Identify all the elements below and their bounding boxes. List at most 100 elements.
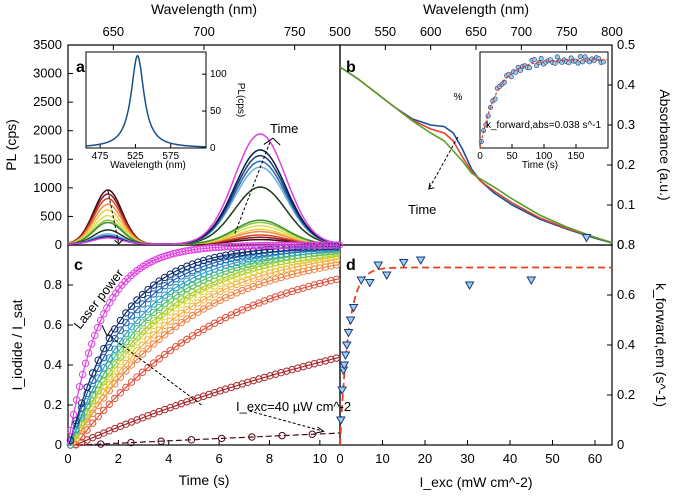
panel-c-point-P4 [172, 322, 180, 331]
panel-c-point-P10 [216, 257, 224, 265]
panel-c-point-P3 [83, 426, 91, 434]
panel-b-inset-fit [479, 59, 608, 149]
panel-c-point-P3 [332, 275, 341, 284]
panel-a-time-label: Time [270, 121, 298, 136]
panel-c-point-P9 [138, 310, 147, 319]
panel-c-point-P2 [266, 372, 274, 380]
panel-a-inset-ytick-label: 100 [210, 69, 227, 80]
panel-a-inset-xlabel: Wavelength (nm) [110, 160, 186, 171]
panel-a-inset-xtick-label: 575 [162, 151, 179, 162]
panel-a-ytick-label: 3000 [33, 66, 62, 81]
panel-c-point-P7 [188, 288, 197, 297]
panel-b-inset-point [538, 56, 544, 62]
panel-c-point-P5 [149, 331, 158, 339]
panel-c-point-P1 [308, 430, 316, 438]
panel-b-ytick-label: 0.5 [617, 37, 635, 52]
panel-c-point-P2 [282, 367, 291, 375]
panel-c-point-P4 [177, 318, 186, 327]
panel-a-dashed-arrow-left [107, 190, 120, 244]
panel-c-point-P3 [111, 394, 119, 403]
panel-d-fit-curve [339, 266, 612, 446]
panel-c-point-P1 [278, 431, 286, 440]
panel-c-point-P6 [177, 300, 186, 308]
panel-d-point [345, 316, 356, 326]
panel-c-point-P8 [233, 263, 241, 272]
panel-c-point-P5 [288, 264, 296, 272]
panel-a-inset-ytick-label: 50 [210, 106, 222, 117]
panel-d-ylabel: k_forward,em (s^-1) [653, 283, 669, 407]
panel-b-inset-point [577, 54, 583, 60]
panel-b-series-late [339, 66, 613, 244]
panel-c-point-P2 [332, 354, 341, 362]
panel-c-point-P3 [327, 276, 335, 285]
panel-c-point-P4 [138, 350, 147, 358]
panel-b-inset-point [600, 59, 606, 65]
panel-c-point-P9 [144, 305, 152, 313]
panel-c-dashed-arrow [107, 334, 202, 406]
panel-c-point-P10 [161, 282, 169, 290]
panel-b: 500 550 600 650 700 750 800 0 0.1 0.2 0.3 0.4 0.5 0 50… [329, 24, 635, 252]
panel-d-point [526, 276, 537, 286]
panel-d-point [364, 279, 375, 288]
panel-b-inset-point [566, 60, 572, 66]
panel-c-point-P11 [88, 369, 97, 377]
panel-c-point-P11 [166, 270, 174, 278]
panel-c-point-P2 [277, 368, 285, 377]
panel-b-top-xtick-label: 800 [601, 24, 623, 39]
panel-c-point-P7 [266, 260, 274, 268]
panel-c-xlabel: Time (s) [179, 472, 230, 488]
panel-c-point-P9 [127, 322, 136, 331]
panel-a: 650 700 7500500100015002000250030003500475… [33, 24, 341, 252]
panel-a-top-xlabel: Wavelength (nm) [151, 1, 257, 17]
panel-c-point-P12 [335, 241, 344, 249]
panel-c-point-P9 [166, 287, 174, 295]
panel-c-annotation: I_exc=40 µW cm^-2 [236, 399, 351, 414]
panel-c-point-P11 [249, 247, 258, 255]
panel-c-point-P1 [187, 436, 196, 444]
panel-c-point-P8 [155, 303, 163, 312]
panel-c-point-P12 [72, 396, 81, 404]
panel-d-point [464, 281, 475, 291]
panel-c-point-P8 [249, 259, 258, 267]
panel-c-laser-label: Laser power [71, 266, 127, 332]
panel-c-point-P10 [127, 312, 136, 320]
panel-c-annotation-arrowhead [315, 426, 325, 434]
panel-c-point-P6 [144, 326, 152, 335]
panel-c-point-P9 [122, 329, 130, 338]
panel-b-inset-point [554, 54, 560, 60]
panel-c-point-P6 [188, 293, 197, 302]
panel-b-inset-point [527, 65, 533, 71]
panel-c-point-P10 [172, 275, 180, 283]
panel-c-point-P9 [155, 295, 163, 304]
panel-c-point-P2 [288, 365, 296, 374]
panel-d-label: d [346, 257, 356, 274]
panel-c-point-P3 [183, 335, 191, 344]
panel-c-point-P10 [155, 285, 163, 294]
panel-a-top-xtick-label: 750 [284, 24, 306, 39]
panel-c-ytick-label: 0.2 [44, 397, 62, 412]
panel-c-point-P6 [166, 308, 174, 316]
panel-c-point-P3 [166, 346, 174, 355]
panel-d-point [398, 259, 409, 268]
panel-b-ytick-label: 0.3 [617, 117, 635, 132]
panel-c-point-P6 [149, 321, 158, 330]
panel-c-point-P11 [116, 316, 125, 325]
panel-c-point-P12 [100, 310, 108, 318]
panel-b-label: b [346, 59, 356, 76]
panel-c-point-P8 [183, 284, 191, 293]
panel-c-point-P5 [177, 309, 186, 317]
panel-c-point-P4 [161, 331, 169, 339]
panel-c-point-P4 [316, 264, 324, 272]
panel-b-ytick-label: 0.2 [617, 157, 635, 172]
panel-c-point-P7 [244, 265, 252, 274]
panel-c-point-P5 [299, 261, 307, 270]
panel-c-point-P10 [233, 253, 241, 261]
panel-c-point-P9 [72, 425, 80, 434]
panel-c-point-P3 [172, 342, 180, 351]
panel-a-series-t9 [67, 186, 341, 245]
panel-c-point-P8 [111, 353, 119, 361]
panel-a-ylabel: PL (cps) [3, 119, 19, 171]
panel-c-point-P2 [299, 362, 307, 371]
panel-c-point-P11 [216, 252, 224, 260]
panel-c-point-P7 [116, 353, 125, 361]
